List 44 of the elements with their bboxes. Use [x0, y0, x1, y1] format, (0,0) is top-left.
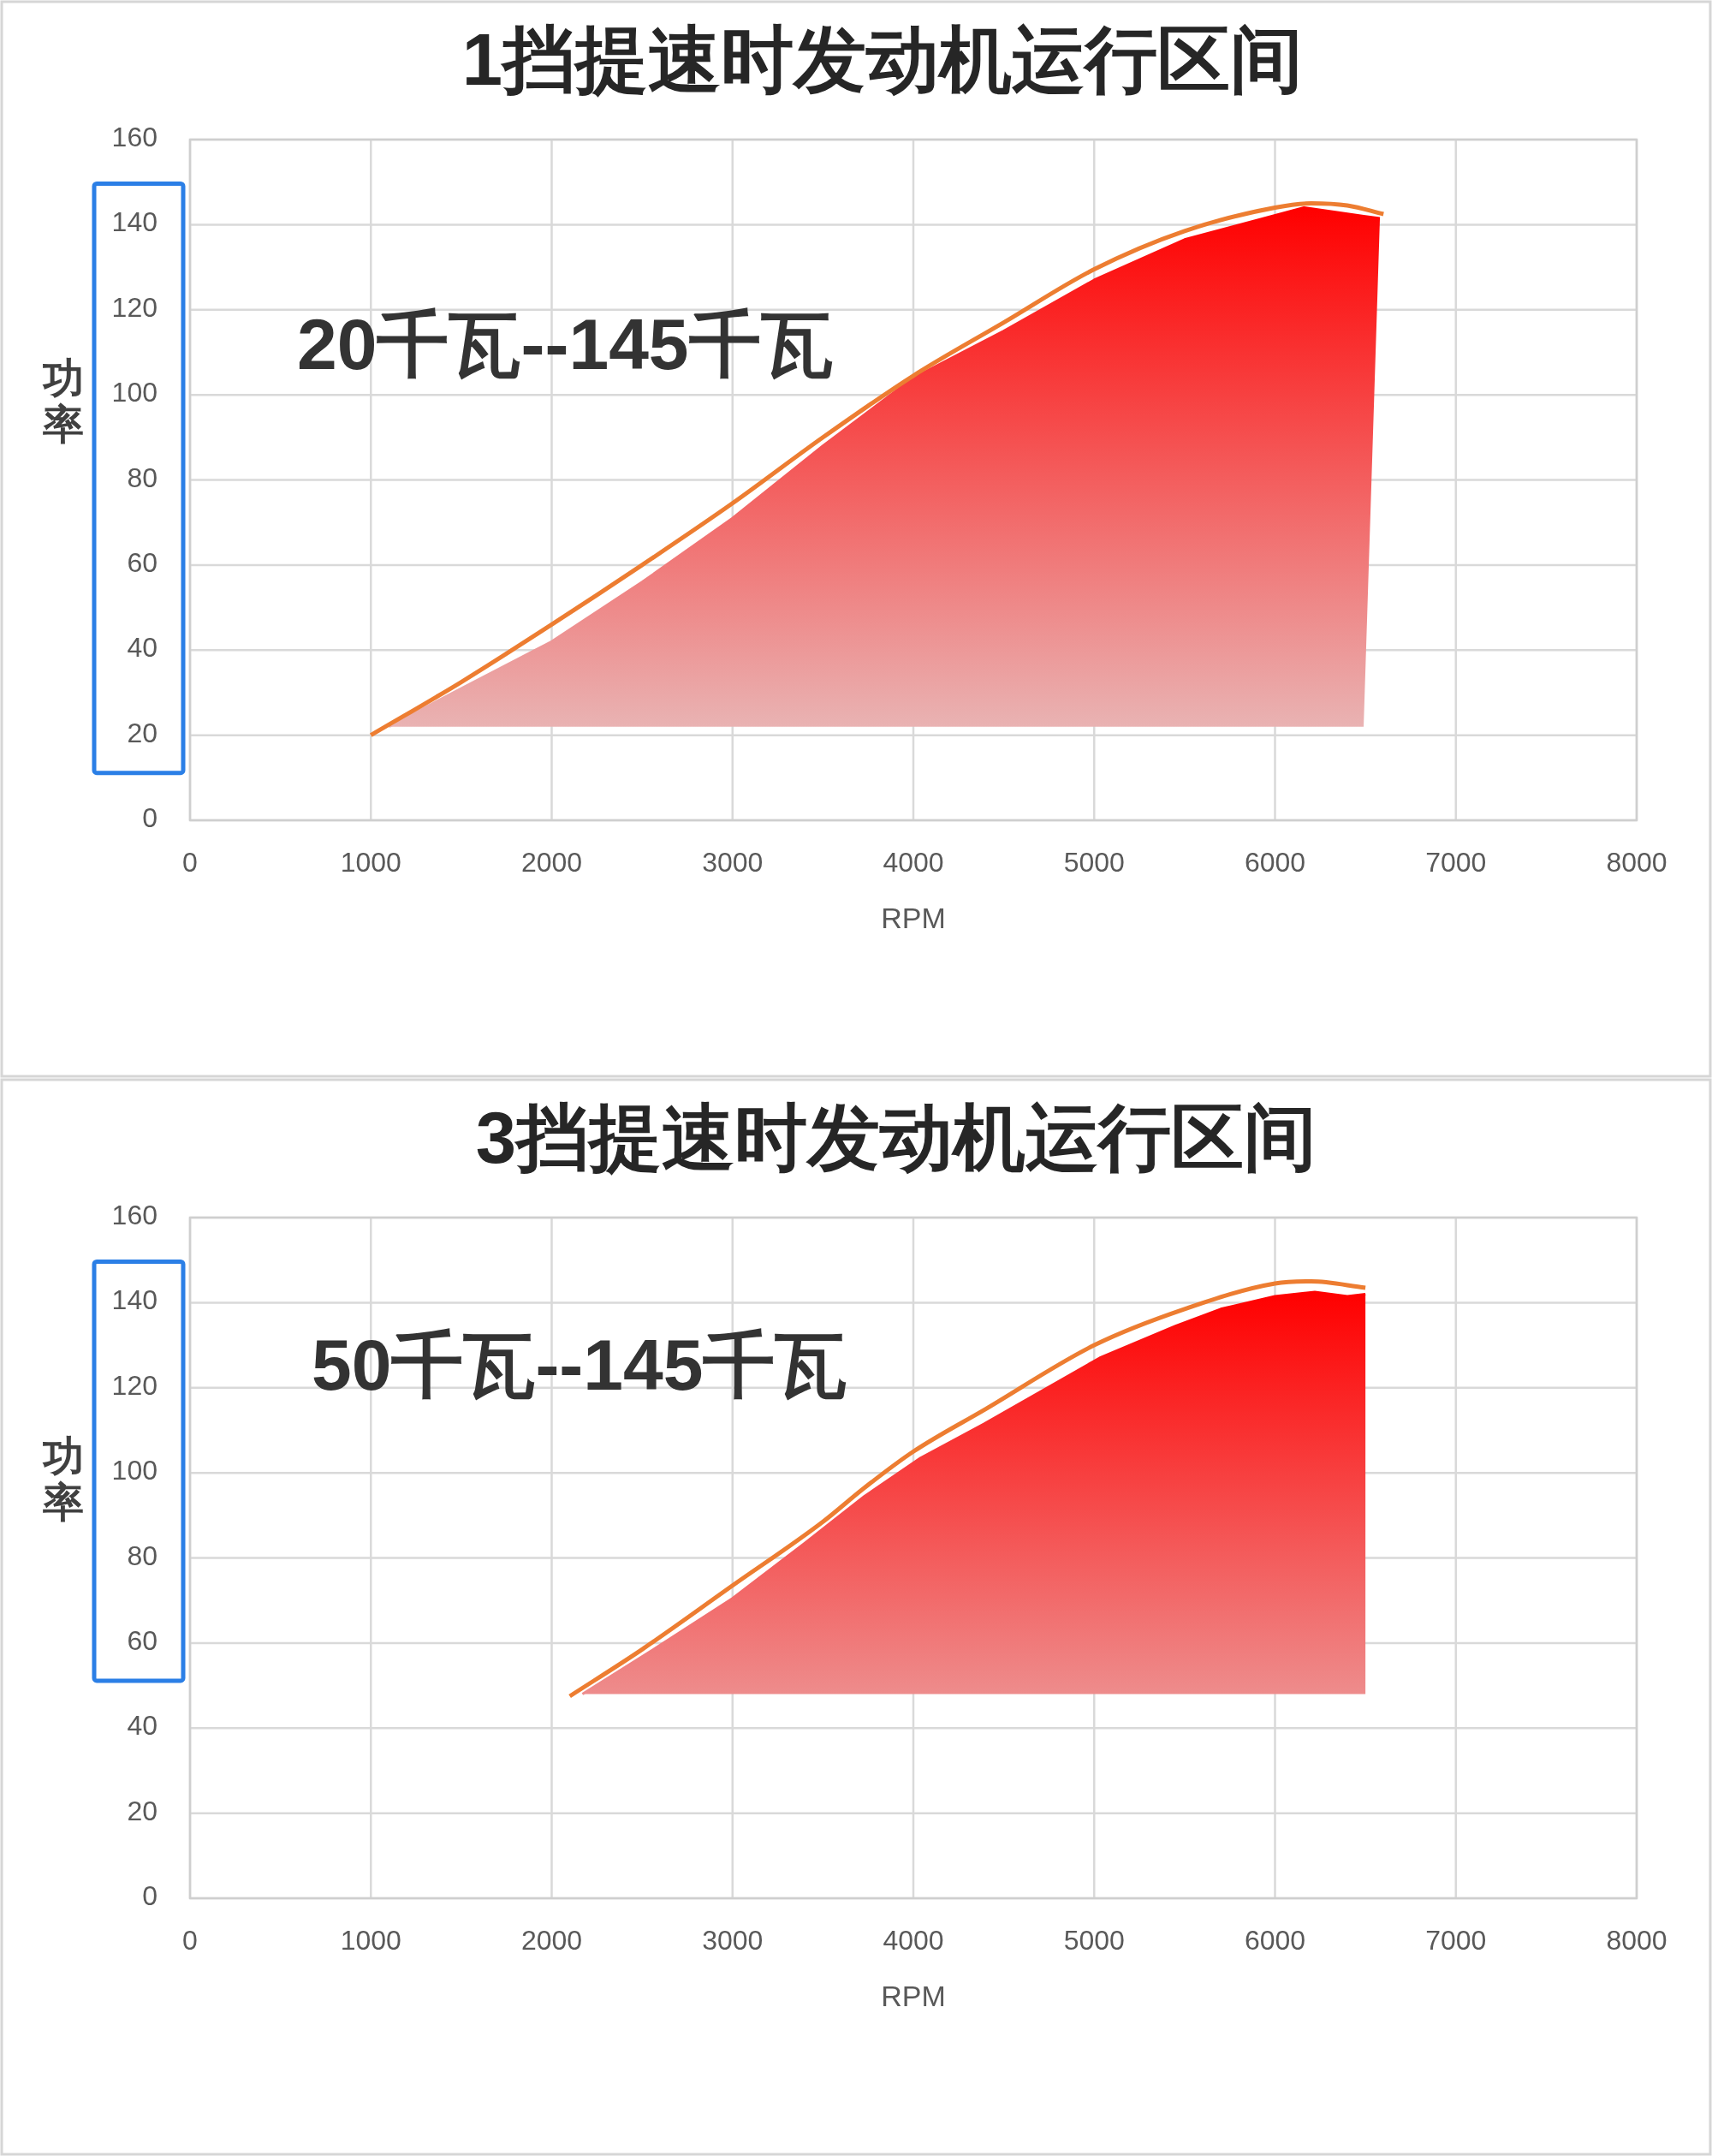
x-tick-label: 2000 [520, 847, 583, 878]
x-tick-label: 2000 [520, 1925, 583, 1956]
x-tick-label: 0 [182, 1925, 198, 1956]
y-axis-title: 功率 [42, 1432, 84, 1525]
x-tick-label: 1000 [340, 847, 401, 878]
x-tick-label: 1000 [340, 1925, 401, 1956]
x-tick-label: 5000 [1063, 1925, 1125, 1956]
y-tick-label: 140 [111, 1284, 158, 1316]
x-axis-title: RPM [881, 901, 946, 934]
x-tick-label: 5000 [1063, 847, 1125, 878]
x-tick-label: 8000 [1606, 1925, 1667, 1956]
y-tick-label: 0 [142, 802, 158, 834]
chart-title: 3挡提速时发动机运行区间 [475, 1097, 1317, 1179]
y-axis-title: 功率 [42, 354, 84, 447]
annotation: 20千瓦--145千瓦 [297, 304, 833, 385]
y-tick-label: 160 [111, 122, 158, 153]
x-tick-label: 3000 [702, 1925, 764, 1956]
annotation: 50千瓦--145千瓦 [311, 1325, 847, 1406]
y-tick-label: 40 [127, 1710, 158, 1742]
x-tick-label: 7000 [1425, 1925, 1487, 1956]
x-tick-label: 4000 [883, 1925, 944, 1956]
y-tick-label: 60 [127, 1625, 158, 1657]
y-tick-label: 120 [111, 292, 158, 324]
x-axis-title: RPM [881, 1979, 946, 2012]
y-tick-label: 20 [127, 718, 158, 749]
y-tick-label: 80 [127, 462, 158, 493]
y-tick-label: 60 [127, 547, 158, 579]
y-tick-label: 100 [111, 1455, 158, 1486]
y-tick-label: 100 [111, 377, 158, 408]
y-tick-label: 0 [142, 1880, 158, 1912]
x-tick-label: 3000 [702, 847, 764, 878]
x-tick-label: 6000 [1244, 847, 1306, 878]
y-tick-label: 120 [111, 1370, 158, 1402]
y-tick-label: 160 [111, 1200, 158, 1231]
x-tick-label: 0 [182, 847, 198, 878]
y-tick-label: 140 [111, 206, 158, 238]
chart-title: 1挡提速时发动机运行区间 [461, 19, 1304, 101]
x-tick-label: 6000 [1244, 1925, 1306, 1956]
x-tick-label: 4000 [883, 847, 944, 878]
x-tick-label: 8000 [1606, 847, 1667, 878]
x-tick-label: 7000 [1425, 847, 1487, 878]
y-tick-label: 80 [127, 1540, 158, 1571]
y-tick-label: 20 [127, 1796, 158, 1827]
y-tick-label: 40 [127, 632, 158, 664]
